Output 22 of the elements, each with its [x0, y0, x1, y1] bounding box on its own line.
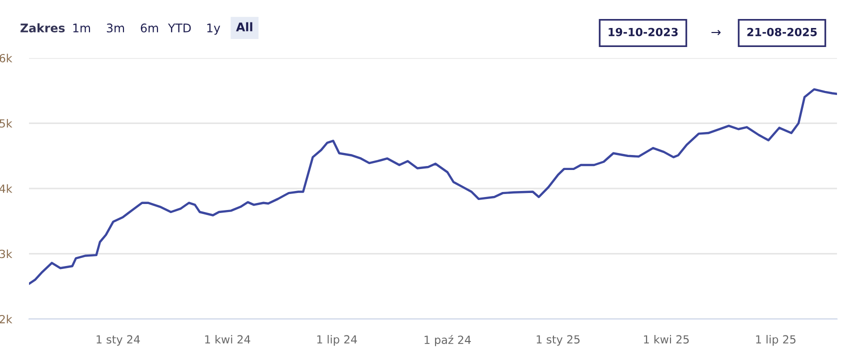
x-tick-label: 1 lip 24	[317, 334, 357, 346]
x-tick-label: 1 sty 24	[96, 335, 140, 346]
y-tick-label: 3k	[0, 250, 12, 258]
x-tick-label: 1 kwi 24	[205, 334, 250, 344]
text: 3m	[106, 23, 124, 32]
y-tick-label: 2k	[0, 314, 12, 324]
x-tick-label: 1 kwi 25	[644, 334, 689, 344]
text: 21-08-2025	[747, 28, 817, 36]
text: 19-10-2023	[608, 28, 678, 36]
text: →	[711, 30, 721, 36]
line-series	[29, 88, 837, 285]
text: Zakres	[20, 23, 65, 32]
y-tick-label: 6k	[0, 54, 12, 62]
text: YTD	[168, 24, 191, 32]
text: 6m	[140, 23, 158, 32]
y-tick-label: 5k	[0, 119, 12, 128]
x-tick-label: 1 lip 25	[756, 334, 796, 346]
x-tick-label: 1 sty 25	[536, 335, 580, 346]
x-tick-label: 1 paź 24	[424, 334, 471, 346]
text: 1y	[207, 24, 220, 35]
text: 1m	[73, 24, 90, 32]
text: All	[236, 22, 252, 32]
